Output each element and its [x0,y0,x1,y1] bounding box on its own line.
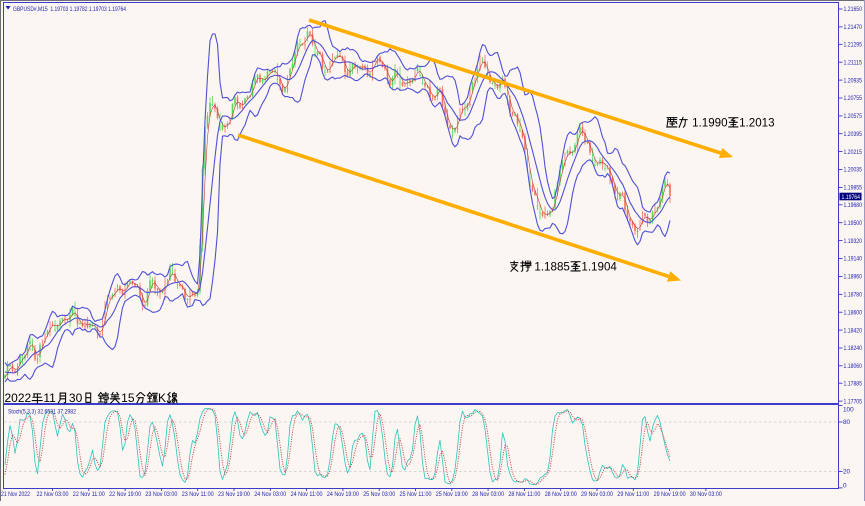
svg-text:28 Nov 11:00: 28 Nov 11:00 [508,492,541,498]
svg-text:11: 11 [43,391,56,405]
svg-text:29 Nov 19:00: 29 Nov 19:00 [654,492,687,498]
svg-text:1.19140: 1.19140 [844,256,863,263]
svg-text:1.2013: 1.2013 [739,117,774,130]
svg-text:25 Nov 11:00: 25 Nov 11:00 [400,492,433,498]
svg-text:25 Nov 03:00: 25 Nov 03:00 [363,492,396,498]
svg-text:30: 30 [69,391,83,405]
svg-text:23 Nov 19:00: 23 Nov 19:00 [218,492,251,498]
svg-text:GBPUSD#,M15 1.19703 1.19782 1: GBPUSD#,M15 1.19703 1.19782 1.19703 1.19… [13,6,126,13]
svg-text:1.17705: 1.17705 [844,398,863,405]
svg-text:29 Nov 03:00: 29 Nov 03:00 [581,492,614,498]
svg-text:1.19680: 1.19680 [844,202,863,209]
svg-text:1.20035: 1.20035 [844,167,863,174]
svg-text:1.17885: 1.17885 [844,380,863,387]
svg-text:24 Nov 03:00: 24 Nov 03:00 [254,492,287,498]
svg-text:29 Nov 11:00: 29 Nov 11:00 [617,492,650,498]
svg-text:1.19855: 1.19855 [844,185,863,192]
svg-text:1.20575: 1.20575 [844,113,863,120]
svg-text:1.20935: 1.20935 [844,77,863,84]
svg-text:1.21470: 1.21470 [844,24,863,31]
svg-text:24 Nov 19:00: 24 Nov 19:00 [327,492,360,498]
svg-text:0: 0 [843,482,847,489]
svg-text:100: 100 [843,406,854,413]
svg-text:1.1904: 1.1904 [581,261,617,274]
svg-text:1.18420: 1.18420 [844,327,863,334]
svg-text:1.20395: 1.20395 [844,131,863,138]
svg-text:22 Nov 03:00: 22 Nov 03:00 [37,492,70,498]
svg-text:30 Nov 03:00: 30 Nov 03:00 [690,492,723,498]
svg-text:1.1885: 1.1885 [534,261,569,274]
svg-text:2022: 2022 [5,391,32,405]
svg-text:1.21115: 1.21115 [844,59,863,66]
svg-text:1.20755: 1.20755 [844,95,863,102]
svg-text:28 Nov 19:00: 28 Nov 19:00 [545,492,578,498]
svg-text:1.18060: 1.18060 [844,363,863,370]
svg-text:22 Nov 19:00: 22 Nov 19:00 [109,492,142,498]
svg-text:1.18600: 1.18600 [844,309,863,316]
svg-text:1.19500: 1.19500 [844,220,863,227]
svg-text:80: 80 [843,419,851,426]
svg-text:22 Nov 11:00: 22 Nov 11:00 [73,492,106,498]
svg-text:1.18780: 1.18780 [844,292,863,299]
svg-text:1.1990: 1.1990 [692,117,727,130]
svg-text:21 Nov 2022: 21 Nov 2022 [1,492,31,498]
svg-text:1.20215: 1.20215 [844,149,863,156]
svg-text:25 Nov 19:00: 25 Nov 19:00 [436,492,469,498]
svg-text:K: K [158,391,166,405]
svg-text:Stoch(5,3,3) 32.6531 37.2982: Stoch(5,3,3) 32.6531 37.2982 [8,409,76,416]
svg-text:1.18960: 1.18960 [844,274,863,281]
svg-text:1.19764: 1.19764 [842,194,861,201]
svg-text:23 Nov 03:00: 23 Nov 03:00 [145,492,178,498]
svg-text:24 Nov 11:00: 24 Nov 11:00 [291,492,324,498]
svg-text:1.21295: 1.21295 [844,42,863,49]
svg-text:1.19320: 1.19320 [844,238,863,245]
svg-text:15: 15 [121,391,135,405]
svg-text:1.21650: 1.21650 [844,6,863,13]
svg-text:28 Nov 03:00: 28 Nov 03:00 [472,492,505,498]
svg-text:1.18240: 1.18240 [844,345,863,352]
svg-text:20: 20 [843,469,851,476]
svg-text:23 Nov 11:00: 23 Nov 11:00 [182,492,215,498]
